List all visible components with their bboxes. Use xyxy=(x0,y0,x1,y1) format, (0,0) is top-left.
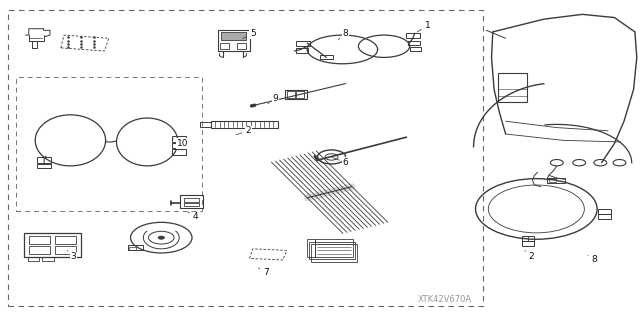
Bar xyxy=(296,41,310,46)
Text: 3: 3 xyxy=(67,250,76,261)
Bar xyxy=(55,236,76,244)
Text: 9: 9 xyxy=(268,94,278,104)
Text: 2: 2 xyxy=(525,250,534,261)
Text: 5: 5 xyxy=(243,29,255,39)
Bar xyxy=(42,257,54,261)
Bar xyxy=(498,73,527,102)
Text: 8: 8 xyxy=(588,255,596,264)
Text: 4: 4 xyxy=(188,212,198,221)
Text: XTK42V670A: XTK42V670A xyxy=(418,295,472,304)
Bar xyxy=(296,91,304,98)
Bar xyxy=(408,41,420,45)
Circle shape xyxy=(158,236,164,239)
Bar xyxy=(221,32,246,40)
Bar xyxy=(598,209,611,214)
Bar xyxy=(172,136,186,142)
Bar xyxy=(128,245,143,250)
Text: 8: 8 xyxy=(338,29,348,40)
Bar xyxy=(309,242,355,259)
Text: 1: 1 xyxy=(417,21,430,32)
Bar xyxy=(549,179,556,182)
Bar xyxy=(522,241,534,246)
Bar xyxy=(180,195,203,208)
Bar xyxy=(200,122,211,127)
Bar xyxy=(547,178,565,183)
Bar xyxy=(37,164,51,168)
Bar xyxy=(28,257,39,261)
Bar xyxy=(218,30,250,51)
Bar xyxy=(172,143,186,148)
Bar xyxy=(29,246,50,254)
Bar xyxy=(37,157,51,163)
Bar xyxy=(598,214,611,219)
Bar xyxy=(172,149,186,155)
Bar xyxy=(522,236,534,241)
Bar xyxy=(184,198,199,202)
Bar xyxy=(285,90,307,99)
Bar xyxy=(311,244,357,262)
Bar xyxy=(184,203,199,206)
Bar xyxy=(296,48,308,53)
Bar xyxy=(55,246,76,254)
Text: 7: 7 xyxy=(259,268,268,277)
Bar xyxy=(220,43,229,49)
Bar xyxy=(410,47,421,51)
Text: 6: 6 xyxy=(332,157,348,167)
Bar xyxy=(129,247,136,250)
Bar xyxy=(237,43,246,49)
Bar xyxy=(211,121,278,128)
Bar xyxy=(287,91,295,98)
Text: 10: 10 xyxy=(173,139,188,148)
Bar xyxy=(24,233,81,257)
Text: 2: 2 xyxy=(236,126,251,135)
Bar xyxy=(29,236,50,244)
Bar xyxy=(320,55,333,59)
Bar xyxy=(406,33,420,38)
Bar xyxy=(307,239,353,257)
